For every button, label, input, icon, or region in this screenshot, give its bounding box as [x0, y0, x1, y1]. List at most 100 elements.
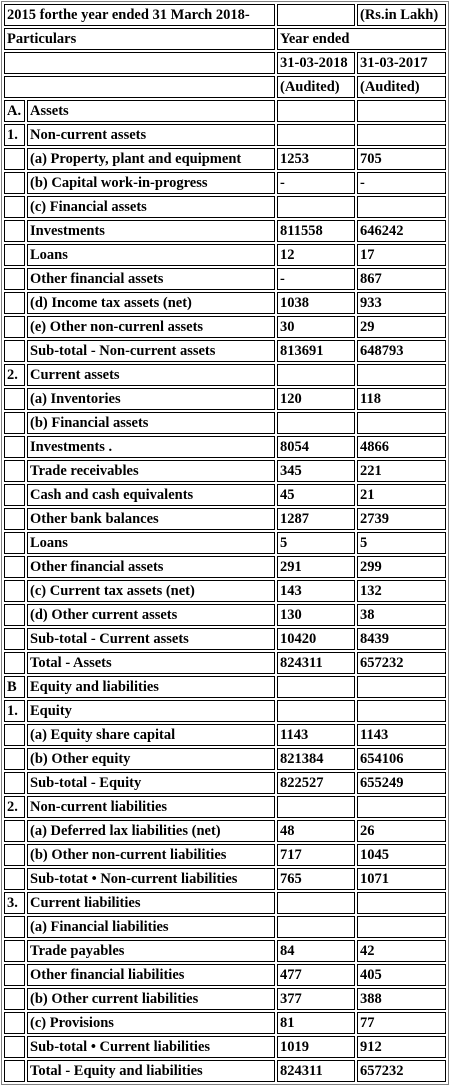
value-2017: 118	[357, 388, 446, 410]
value-2017: 26	[357, 820, 446, 842]
value-2018: 291	[277, 556, 355, 578]
table-row: Other financial assets 291 299	[4, 556, 446, 578]
row-number	[4, 1012, 25, 1034]
table-row: 1. Non-current assets	[4, 124, 446, 146]
value-2017	[357, 796, 446, 818]
value-2017: 655249	[357, 772, 446, 794]
value-2017: 8439	[357, 628, 446, 650]
value-2017: -	[357, 172, 446, 194]
row-label: (e) Other non-currenl assets	[27, 316, 275, 338]
table-row: (b) Other non-current liabilities 717 10…	[4, 844, 446, 866]
row-number: B	[4, 676, 25, 698]
table-row: Trade receivables 345 221	[4, 460, 446, 482]
row-number	[4, 724, 25, 746]
row-number	[4, 316, 25, 338]
row-label: Investments	[27, 220, 275, 242]
value-2017: 42	[357, 940, 446, 962]
row-number	[4, 460, 25, 482]
value-2018: 45	[277, 484, 355, 506]
date-row: 31-03-2018 31-03-2017	[4, 52, 446, 74]
table-row: (c) Provisions 81 77	[4, 1012, 446, 1034]
row-number	[4, 412, 25, 434]
row-number	[4, 580, 25, 602]
value-2017	[357, 916, 446, 938]
row-number	[4, 772, 25, 794]
value-2017: 646242	[357, 220, 446, 242]
value-2018: 5	[277, 532, 355, 554]
value-2018: 1143	[277, 724, 355, 746]
value-2018: 821384	[277, 748, 355, 770]
row-number	[4, 148, 25, 170]
row-number: 1.	[4, 124, 25, 146]
table-row: Sub-total - Equity 822527 655249	[4, 772, 446, 794]
table-row: Sub-total - Current assets 10420 8439	[4, 628, 446, 650]
row-label: (c) Financial assets	[27, 196, 275, 218]
value-2017	[357, 700, 446, 722]
table-row: 1. Equity	[4, 700, 446, 722]
table-row: (a) Inventories 120 118	[4, 388, 446, 410]
value-2017: 648793	[357, 340, 446, 362]
table-row: (a) Property, plant and equipment 1253 7…	[4, 148, 446, 170]
table-row: (e) Other non-currenl assets 30 29	[4, 316, 446, 338]
row-label: Sub-totat • Non-current liabilities	[27, 868, 275, 890]
value-2018	[277, 196, 355, 218]
value-2018: 81	[277, 1012, 355, 1034]
value-2018: 345	[277, 460, 355, 482]
row-number	[4, 1036, 25, 1058]
value-2017: 21	[357, 484, 446, 506]
row-label: (d) Income tax assets (net)	[27, 292, 275, 314]
year-ended-header: Year ended	[277, 28, 446, 50]
row-label: Sub-total - Current assets	[27, 628, 275, 650]
table-row: Other bank balances 1287 2739	[4, 508, 446, 530]
row-number	[4, 628, 25, 650]
row-label: Non-current liabilities	[27, 796, 275, 818]
value-2018	[277, 796, 355, 818]
row-number	[4, 484, 25, 506]
value-2018: 824311	[277, 1060, 355, 1082]
value-2017: 132	[357, 580, 446, 602]
row-label: Loans	[27, 244, 275, 266]
table-row: A. Assets	[4, 100, 446, 122]
table-row: Other financial liabilities 477 405	[4, 964, 446, 986]
value-2017: 912	[357, 1036, 446, 1058]
value-2018	[277, 676, 355, 698]
value-2018: 48	[277, 820, 355, 842]
value-2018: 1253	[277, 148, 355, 170]
row-label: Total - Equity and liabilities	[27, 1060, 275, 1082]
row-label: Sub-total • Current liabilities	[27, 1036, 275, 1058]
value-2018	[277, 412, 355, 434]
table-row: (a) Equity share capital 1143 1143	[4, 724, 446, 746]
table-row: Sub-total - Non-current assets 813691 64…	[4, 340, 446, 362]
value-2017: 705	[357, 148, 446, 170]
value-2018: 1019	[277, 1036, 355, 1058]
value-2017: 1143	[357, 724, 446, 746]
value-2018: 811558	[277, 220, 355, 242]
unit-cell: (Rs.in Lakh)	[357, 4, 446, 26]
value-2017: 4866	[357, 436, 446, 458]
table-row: 2. Current assets	[4, 364, 446, 386]
title-cell: 2015 forthe year ended 31 March 2018-	[4, 4, 275, 26]
row-number	[4, 172, 25, 194]
row-label: Cash and cash equivalents	[27, 484, 275, 506]
row-label: Other financial liabilities	[27, 964, 275, 986]
value-2017	[357, 100, 446, 122]
value-2018	[277, 916, 355, 938]
row-label: (a) Inventories	[27, 388, 275, 410]
value-2017	[357, 124, 446, 146]
value-2017	[357, 364, 446, 386]
header-row: Particulars Year ended	[4, 28, 446, 50]
value-2017	[357, 412, 446, 434]
row-number: 1.	[4, 700, 25, 722]
table-row: Loans 12 17	[4, 244, 446, 266]
table-row: Investments 811558 646242	[4, 220, 446, 242]
table-row: (b) Financial assets	[4, 412, 446, 434]
table-row: Total - Assets 824311 657232	[4, 652, 446, 674]
table-body: 2015 forthe year ended 31 March 2018- (R…	[4, 4, 446, 1082]
row-label: Current assets	[27, 364, 275, 386]
row-label: (b) Other current liabilities	[27, 988, 275, 1010]
value-2018: 130	[277, 604, 355, 626]
table-row: Sub-total • Current liabilities 1019 912	[4, 1036, 446, 1058]
row-label: (b) Capital work-in-progress	[27, 172, 275, 194]
table-row: (a) Deferred lax liabilities (net) 48 26	[4, 820, 446, 842]
row-label: (a) Deferred lax liabilities (net)	[27, 820, 275, 842]
